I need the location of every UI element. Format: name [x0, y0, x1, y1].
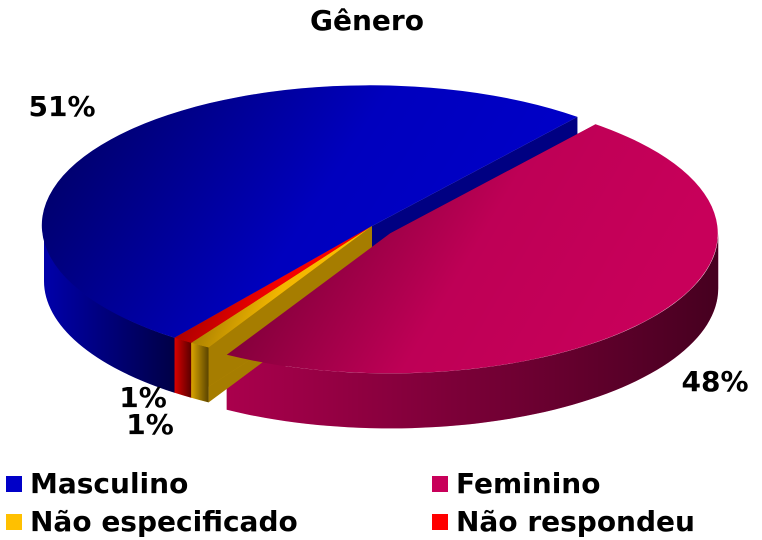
legend-label: Não especificado — [30, 505, 298, 538]
legend-swatch — [432, 476, 448, 492]
legend-label: Masculino — [30, 467, 188, 500]
legend-label: Não respondeu — [456, 505, 695, 538]
value-labels: 51% 48% 1%1% — [28, 90, 748, 441]
legend-swatch — [432, 514, 448, 530]
pie-tops — [41, 85, 718, 374]
slice-side-shade — [174, 337, 192, 398]
slice-side-shade — [191, 342, 209, 403]
chart-title: Gênero — [310, 4, 424, 37]
slice-side-shade — [44, 226, 175, 393]
legend: Masculino Feminino Não especificado Não res… — [6, 467, 695, 538]
slice-shade — [226, 124, 718, 374]
legend-label: Feminino — [456, 467, 600, 500]
value-label: 1% — [126, 408, 174, 441]
value-label: 48% — [681, 365, 748, 398]
slice-shade — [191, 226, 372, 348]
slice-side-shade — [226, 233, 719, 429]
value-label: 51% — [28, 90, 95, 123]
value-label: 1% — [119, 381, 167, 414]
slice-shade — [174, 226, 372, 343]
legend-swatch — [6, 476, 22, 492]
slice-shade — [41, 85, 578, 338]
legend-swatch — [6, 514, 22, 530]
